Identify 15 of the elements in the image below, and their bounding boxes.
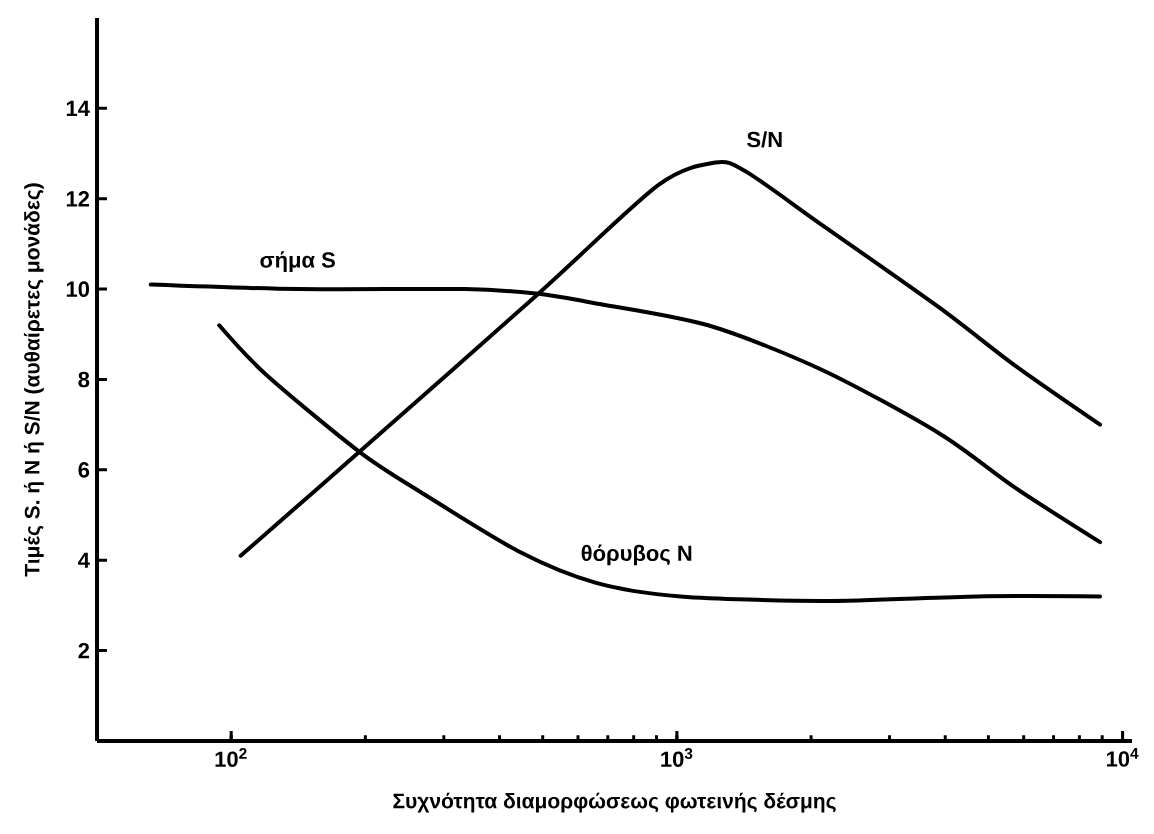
y-tick-label: 12 — [66, 191, 90, 207]
y-tick-label: 8 — [78, 371, 90, 388]
y-tick-label: 2 — [78, 642, 90, 659]
series-label: θόρυβος N — [581, 544, 692, 566]
x-tick-label: 10$^{4}$ — [1106, 748, 1139, 767]
x-axis-title: Συχνότητα διαμορφώσεως φωτεινής δέσμης — [393, 792, 836, 813]
series-label: S/N — [747, 131, 782, 148]
y-tick-label: 14 — [66, 100, 90, 116]
y-axis-title: Τιμές S. ή N ή S/N (αυθαίρετες μονάδες) — [23, 183, 44, 577]
series-label: σήμα S — [260, 251, 335, 273]
x-tick-label: 10$^{2}$ — [215, 748, 247, 767]
y-tick-label: 10 — [66, 281, 90, 297]
x-tick-label: 10$^{3}$ — [661, 748, 693, 767]
y-tick-label: 6 — [78, 462, 90, 478]
y-tick-label: 4 — [78, 552, 90, 568]
